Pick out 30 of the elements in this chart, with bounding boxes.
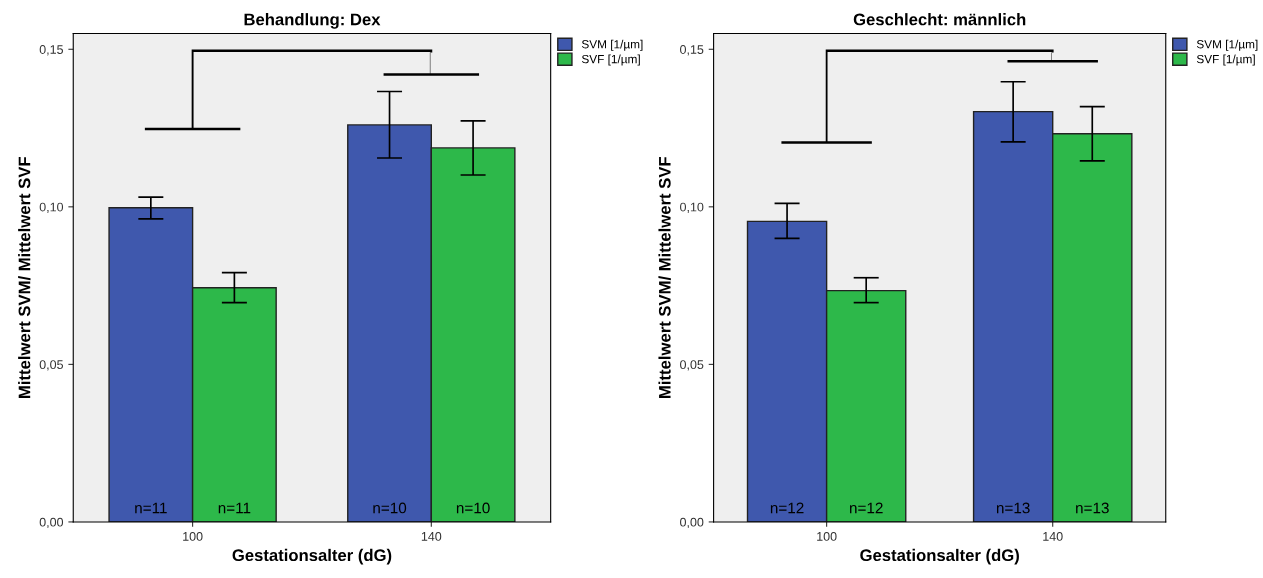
annotation: n=10 <box>373 502 407 514</box>
chart-title: Geschlecht: männlich <box>853 13 1026 26</box>
x-axis-title: Gestationsalter (dG) <box>860 548 1019 565</box>
y-tick-label: 0,10 <box>680 202 704 213</box>
y-tick-label: 0,05 <box>680 360 704 371</box>
x-tick-label: 140 <box>421 531 442 541</box>
legend-label: SVF [1/µm] <box>1196 54 1255 66</box>
annotation: n=13 <box>996 502 1030 514</box>
legend-label: SVF [1/µm] <box>581 54 640 66</box>
annotation: n=10 <box>456 502 490 514</box>
y-tick-label: 0,10 <box>39 202 64 213</box>
y-tick-label: 0,15 <box>680 45 704 56</box>
annotation: n=12 <box>850 502 883 514</box>
annotation: n=13 <box>1076 502 1109 514</box>
x-tick-label: 100 <box>817 531 837 541</box>
legend-label: SVM [1/µm] <box>581 39 643 51</box>
y-tick-label: 0,15 <box>39 45 64 56</box>
y-tick-label: 0,00 <box>39 517 64 529</box>
y-axis-title: Mittelwert SVM/ Mittelwert SVF <box>658 157 671 398</box>
annotation: n=12 <box>770 502 804 514</box>
y-tick-label: 0,00 <box>680 517 704 529</box>
annotation: n=11 <box>218 502 251 514</box>
legend-label: SVM [1/µm] <box>1196 39 1258 51</box>
x-tick-label: 100 <box>183 531 203 541</box>
y-tick-label: 0,05 <box>39 360 64 371</box>
chart-title: Behandlung: Dex <box>244 13 381 29</box>
y-axis-title: Mittelwert SVM/ Mittelwert SVF <box>18 157 31 398</box>
x-tick-label: 140 <box>1043 531 1063 541</box>
annotation: n=11 <box>135 502 167 514</box>
x-axis-title: Gestationsalter (dG) <box>232 548 392 565</box>
